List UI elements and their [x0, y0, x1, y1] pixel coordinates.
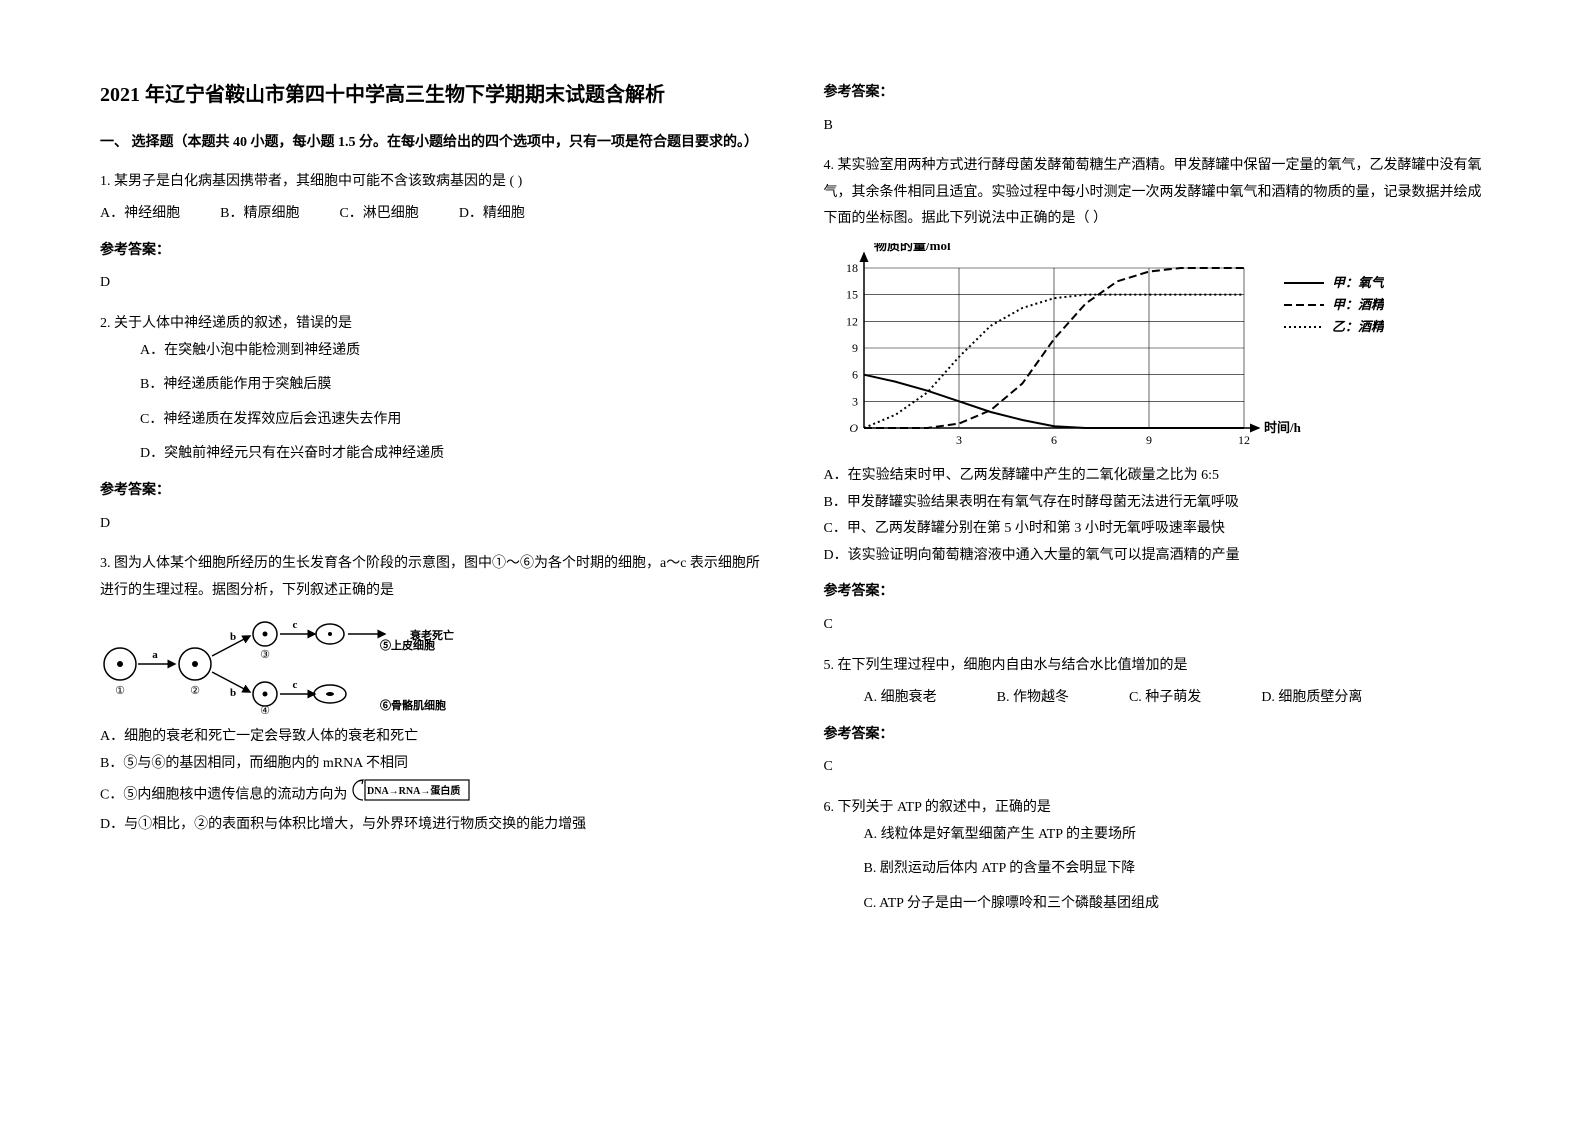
svg-text:DNA→RNA→蛋白质: DNA→RNA→蛋白质 — [367, 784, 460, 797]
svg-text:12: 12 — [1238, 433, 1250, 447]
q1-opt-a: A．神经细胞 — [100, 201, 180, 228]
svg-text:b: b — [230, 631, 236, 643]
page-title: 2021 年辽宁省鞍山市第四十中学高三生物下学期期末试题含解析 — [100, 80, 764, 110]
answer-label: 参考答案： — [824, 80, 1488, 107]
q1-opt-c: C．淋巴细胞 — [339, 201, 418, 228]
answer-label: 参考答案： — [100, 478, 764, 505]
question-5: 5. 在下列生理过程中，细胞内自由水与结合水比值增加的是 A. 细胞衰老 B. … — [824, 653, 1488, 712]
q3-opt-c: C．⑤内细胞核中遗传信息的流动方向为 DNA→RNA→蛋白质 — [100, 778, 764, 813]
svg-text:③: ③ — [260, 649, 270, 661]
question-2: 2. 关于人体中神经递质的叙述，错误的是 A．在突触小泡中能检测到神经递质 B．… — [100, 311, 764, 468]
q3-answer: B — [824, 113, 1488, 140]
q5-opt-d: D. 细胞质壁分离 — [1261, 685, 1362, 712]
q4-opt-b: B．甲发酵罐实验结果表明在有氧气存在时酵母菌无法进行无氧呼吸 — [824, 490, 1488, 517]
svg-text:c: c — [293, 619, 298, 631]
svg-text:时间/h: 时间/h — [1264, 420, 1302, 435]
q3-diagram: ① a ② b b ③ ④ — [100, 614, 764, 714]
q6-opt-b: B. 剧烈运动后体内 ATP 的含量不会明显下降 — [824, 856, 1488, 883]
svg-text:物质的量/mol: 物质的量/mol — [874, 243, 951, 253]
q3-stem: 3. 图为人体某个细胞所经历的生长发育各个阶段的示意图，图中①～⑥为各个时期的细… — [100, 551, 764, 604]
q6-opt-a: A. 线粒体是好氧型细菌产生 ATP 的主要场所 — [824, 822, 1488, 849]
svg-text:15: 15 — [846, 288, 858, 302]
svg-text:②: ② — [190, 685, 200, 697]
q4-chart: 3 6 9 12 15 18 O 3 6 9 12 物质的量/mol 时间/h 甲：氧气甲：酒精乙：酒精 — [824, 243, 1488, 453]
q1-opt-d: D．精细胞 — [459, 201, 525, 228]
svg-text:12: 12 — [846, 314, 858, 328]
svg-text:b: b — [230, 687, 236, 699]
svg-text:6: 6 — [852, 368, 858, 382]
q6-stem: 6. 下列关于 ATP 的叙述中，正确的是 — [824, 795, 1488, 822]
svg-text:9: 9 — [1146, 433, 1152, 447]
q4-opt-d: D．该实验证明向葡萄糖溶液中通入大量的氧气可以提高酒精的产量 — [824, 543, 1488, 570]
svg-text:甲：酒精: 甲：酒精 — [1332, 297, 1384, 312]
svg-text:O: O — [849, 421, 858, 435]
question-4: 4. 某实验室用两种方式进行酵母菌发酵葡萄糖生产酒精。甲发酵罐中保留一定量的氧气… — [824, 153, 1488, 569]
svg-text:①: ① — [115, 685, 125, 697]
q2-opt-a: A．在突触小泡中能检测到神经递质 — [100, 338, 764, 365]
section-intro: 一、 选择题（本题共 40 小题，每小题 1.5 分。在每小题给出的四个选项中，… — [100, 130, 764, 157]
q4-stem: 4. 某实验室用两种方式进行酵母菌发酵葡萄糖生产酒精。甲发酵罐中保留一定量的氧气… — [824, 153, 1488, 233]
q4-opt-a: A．在实验结束时甲、乙两发酵罐中产生的二氧化碳量之比为 6:5 — [824, 463, 1488, 490]
left-column: 2021 年辽宁省鞍山市第四十中学高三生物下学期期末试题含解析 一、 选择题（本… — [100, 80, 764, 1042]
q1-stem: 1. 某男子是白化病基因携带者，其细胞中可能不含该致病基因的是 ( ) — [100, 169, 764, 196]
q3-opt-a: A．细胞的衰老和死亡一定会导致人体的衰老和死亡 — [100, 724, 764, 751]
q3-opt-b: B．⑤与⑥的基因相同，而细胞内的 mRNA 不相同 — [100, 751, 764, 778]
q2-stem: 2. 关于人体中神经递质的叙述，错误的是 — [100, 311, 764, 338]
svg-text:3: 3 — [956, 433, 962, 447]
q2-opt-d: D．突触前神经元只有在兴奋时才能合成神经递质 — [100, 441, 764, 468]
q1-answer: D — [100, 270, 764, 297]
q5-opt-c: C. 种子萌发 — [1129, 685, 1201, 712]
question-6: 6. 下列关于 ATP 的叙述中，正确的是 A. 线粒体是好氧型细菌产生 ATP… — [824, 795, 1488, 917]
q3-opt-c-pre: C．⑤内细胞核中遗传信息的流动方向为 — [100, 787, 347, 802]
q5-answer: C — [824, 754, 1488, 781]
q3-formula-icon: DNA→RNA→蛋白质 — [351, 778, 471, 813]
svg-text:甲：氧气: 甲：氧气 — [1332, 275, 1384, 290]
svg-text:3: 3 — [852, 394, 858, 408]
question-1: 1. 某男子是白化病基因携带者，其细胞中可能不含该致病基因的是 ( ) A．神经… — [100, 169, 764, 228]
q4-opt-c: C．甲、乙两发酵罐分别在第 5 小时和第 3 小时无氧呼吸速率最快 — [824, 516, 1488, 543]
answer-label: 参考答案： — [824, 579, 1488, 606]
q5-stem: 5. 在下列生理过程中，细胞内自由水与结合水比值增加的是 — [824, 653, 1488, 680]
q5-opt-b: B. 作物越冬 — [997, 685, 1069, 712]
svg-text:⑥骨骼肌细胞: ⑥骨骼肌细胞 — [380, 698, 446, 712]
q4-answer: C — [824, 612, 1488, 639]
svg-text:衰老死亡: 衰老死亡 — [409, 628, 454, 642]
right-column: 参考答案： B 4. 某实验室用两种方式进行酵母菌发酵葡萄糖生产酒精。甲发酵罐中… — [824, 80, 1488, 1042]
answer-label: 参考答案： — [100, 238, 764, 265]
svg-text:c: c — [293, 679, 298, 691]
q5-options: A. 细胞衰老 B. 作物越冬 C. 种子萌发 D. 细胞质壁分离 — [824, 685, 1488, 712]
q2-opt-b: B．神经递质能作用于突触后膜 — [100, 372, 764, 399]
svg-text:a: a — [152, 649, 158, 661]
q1-opt-b: B．精原细胞 — [220, 201, 299, 228]
svg-text:④: ④ — [260, 705, 270, 714]
answer-label: 参考答案： — [824, 722, 1488, 749]
q2-answer: D — [100, 511, 764, 538]
q3-opt-d: D．与①相比，②的表面积与体积比增大，与外界环境进行物质交换的能力增强 — [100, 812, 764, 839]
svg-text:乙：酒精: 乙：酒精 — [1332, 319, 1384, 334]
q6-opt-c: C. ATP 分子是由一个腺嘌呤和三个磷酸基团组成 — [824, 891, 1488, 918]
q5-opt-a: A. 细胞衰老 — [864, 685, 937, 712]
svg-text:18: 18 — [846, 261, 858, 275]
q1-options: A．神经细胞 B．精原细胞 C．淋巴细胞 D．精细胞 — [100, 201, 764, 228]
q2-opt-c: C．神经递质在发挥效应后会迅速失去作用 — [100, 407, 764, 434]
svg-text:6: 6 — [1051, 433, 1057, 447]
question-3: 3. 图为人体某个细胞所经历的生长发育各个阶段的示意图，图中①～⑥为各个时期的细… — [100, 551, 764, 839]
svg-text:9: 9 — [852, 341, 858, 355]
